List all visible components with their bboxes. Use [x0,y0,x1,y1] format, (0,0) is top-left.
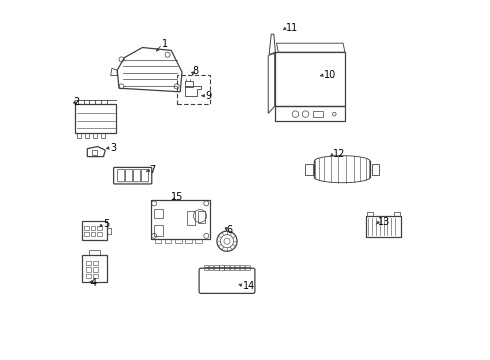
Bar [204,265,208,267]
Text: 10: 10 [323,70,336,80]
Text: 13: 13 [378,217,391,228]
Bar [165,239,172,243]
Bar [154,209,163,218]
Bar [91,232,95,236]
Bar [94,261,98,265]
Bar [86,267,91,272]
Bar [98,232,102,236]
Text: 6: 6 [226,225,232,235]
Bar [209,265,213,267]
Bar [101,133,105,138]
Bar [196,239,202,243]
Bar [89,251,100,255]
Bar [240,265,245,267]
Bar [235,265,239,267]
Bar [187,211,195,225]
Text: 5: 5 [103,219,109,229]
Bar [235,267,239,270]
Bar [204,267,208,270]
Bar [94,274,98,278]
Bar [185,239,192,243]
Bar [75,104,116,133]
Bar [313,111,323,117]
Bar [82,220,107,240]
Bar [230,267,234,270]
Bar [368,212,373,216]
Bar [85,133,89,138]
Bar [177,75,210,104]
Bar [372,164,379,175]
Bar [305,164,313,175]
Bar [214,267,219,270]
Bar [275,52,345,106]
Bar [84,232,89,236]
Bar [214,265,219,267]
Bar [93,133,97,138]
Bar [275,106,345,121]
Bar [94,267,98,272]
Bar [154,225,163,236]
Bar [240,267,245,270]
Text: 4: 4 [90,278,97,288]
Bar [84,226,89,230]
Bar [185,81,193,87]
Bar [92,150,98,155]
Bar [175,239,182,243]
Bar [219,267,224,270]
Bar [366,216,401,237]
Bar [245,265,249,267]
Bar [209,267,213,270]
Text: 7: 7 [149,165,155,175]
Bar [86,274,91,278]
Bar [224,265,229,267]
Bar [245,267,249,270]
Text: 12: 12 [333,149,345,159]
Text: 9: 9 [205,91,212,101]
Bar [230,265,234,267]
Bar [219,265,224,267]
Bar [155,239,161,243]
Text: 8: 8 [193,66,199,76]
Text: 2: 2 [73,96,79,107]
Bar [86,261,91,265]
Text: 11: 11 [286,23,298,33]
Bar [82,255,107,282]
Bar [394,212,400,216]
Text: 14: 14 [243,281,255,291]
Bar [98,226,102,230]
Text: 1: 1 [162,39,169,49]
Bar [224,267,229,270]
Text: 3: 3 [110,143,117,153]
Bar [91,226,95,230]
Text: 15: 15 [171,192,184,202]
Bar [77,133,81,138]
Bar [198,211,205,223]
Bar [107,228,111,234]
Bar [150,200,210,239]
